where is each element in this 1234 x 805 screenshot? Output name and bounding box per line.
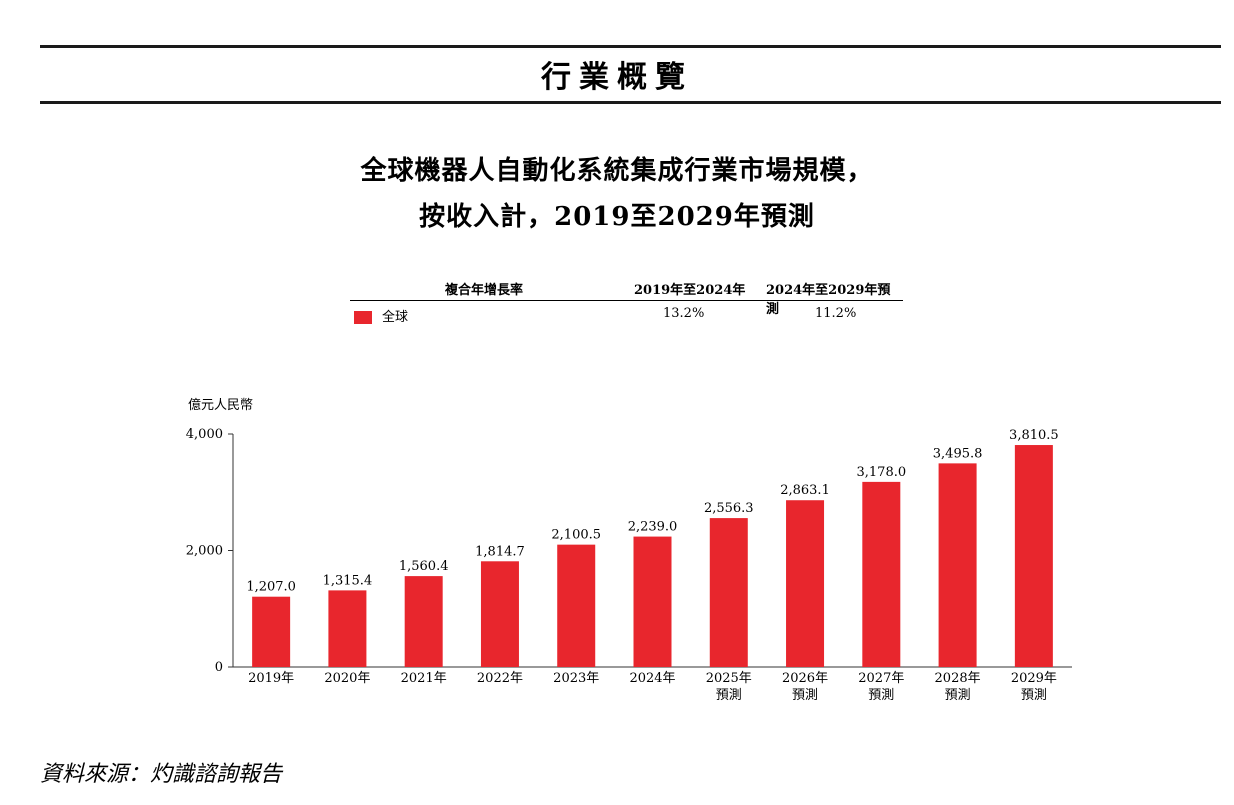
data-label: 2,556.3 xyxy=(704,501,754,516)
legend-swatch xyxy=(354,311,372,324)
cagr-header-label: 複合年增長率 xyxy=(445,283,524,298)
x-tick-label: 2022年 xyxy=(477,671,523,686)
cagr-table-row: 全球 13.2% 11.2% xyxy=(350,301,903,327)
bar xyxy=(252,596,291,667)
x-tick-label: 預測 xyxy=(868,688,894,703)
x-tick-label: 2029年 xyxy=(1011,671,1057,686)
data-label: 3,178.0 xyxy=(857,465,907,480)
x-tick-label: 2019年 xyxy=(248,671,294,686)
bar xyxy=(709,518,748,667)
bar xyxy=(1014,445,1053,667)
data-label: 3,495.8 xyxy=(933,446,983,461)
bar xyxy=(480,561,519,667)
bar xyxy=(404,576,443,667)
x-tick-label: 2026年 xyxy=(782,671,828,686)
x-tick-label: 2027年 xyxy=(858,671,904,686)
y-tick-label: 0 xyxy=(215,660,223,675)
x-tick-label: 2023年 xyxy=(553,671,599,686)
bar xyxy=(557,544,596,667)
cagr-header-period2: 2024年至2029年預測 xyxy=(766,283,891,317)
y-axis-label: 億元人民幣 xyxy=(188,397,253,413)
chart-title-line2: 按收入計，2019至2029年預測 xyxy=(419,202,815,232)
bar xyxy=(633,536,672,667)
data-label: 3,810.5 xyxy=(1009,428,1059,443)
x-tick-label: 預測 xyxy=(945,688,971,703)
cagr-table-header: 複合年增長率 2019年至2024年 2024年至2029年預測 xyxy=(350,274,903,317)
x-tick-label: 2025年 xyxy=(706,671,752,686)
x-tick-label: 預測 xyxy=(1021,688,1047,703)
cagr-table: 複合年增長率 2019年至2024年 2024年至2029年預測 全球 13.2… xyxy=(350,274,903,327)
bar xyxy=(938,463,977,667)
data-label: 1,814.7 xyxy=(475,544,525,559)
data-label: 1,560.4 xyxy=(399,559,449,574)
cagr-header-period1: 2019年至2024年 xyxy=(634,283,746,298)
y-tick-label: 4,000 xyxy=(186,427,223,442)
data-label: 1,315.4 xyxy=(323,573,373,588)
section-title: 行業概覽 xyxy=(541,60,693,95)
x-tick-label: 預測 xyxy=(792,688,818,703)
cagr-row-label: 全球 xyxy=(382,310,409,325)
chart-title-line1: 全球機器人自動化系統集成行業市場規模， xyxy=(360,156,874,186)
x-tick-label: 2021年 xyxy=(401,671,447,686)
x-tick-label: 2020年 xyxy=(324,671,370,686)
header-rule-bottom xyxy=(40,101,1221,104)
x-tick-label: 2028年 xyxy=(935,671,981,686)
cagr-row-value1: 13.2% xyxy=(663,306,705,321)
y-tick-label: 2,000 xyxy=(186,544,223,559)
bar xyxy=(328,590,367,667)
data-label: 2,863.1 xyxy=(780,483,830,498)
x-tick-label: 預測 xyxy=(716,688,742,703)
data-label: 2,239.0 xyxy=(628,520,678,535)
bar xyxy=(786,500,825,667)
cagr-row-value2: 11.2% xyxy=(815,306,857,321)
source-note: 資料來源：灼識諮詢報告 xyxy=(40,762,283,787)
x-tick-label: 2024年 xyxy=(629,671,675,686)
bar xyxy=(862,481,901,667)
data-label: 2,100.5 xyxy=(551,528,601,543)
header-rule-top xyxy=(40,45,1221,48)
data-label: 1,207.0 xyxy=(246,580,296,595)
